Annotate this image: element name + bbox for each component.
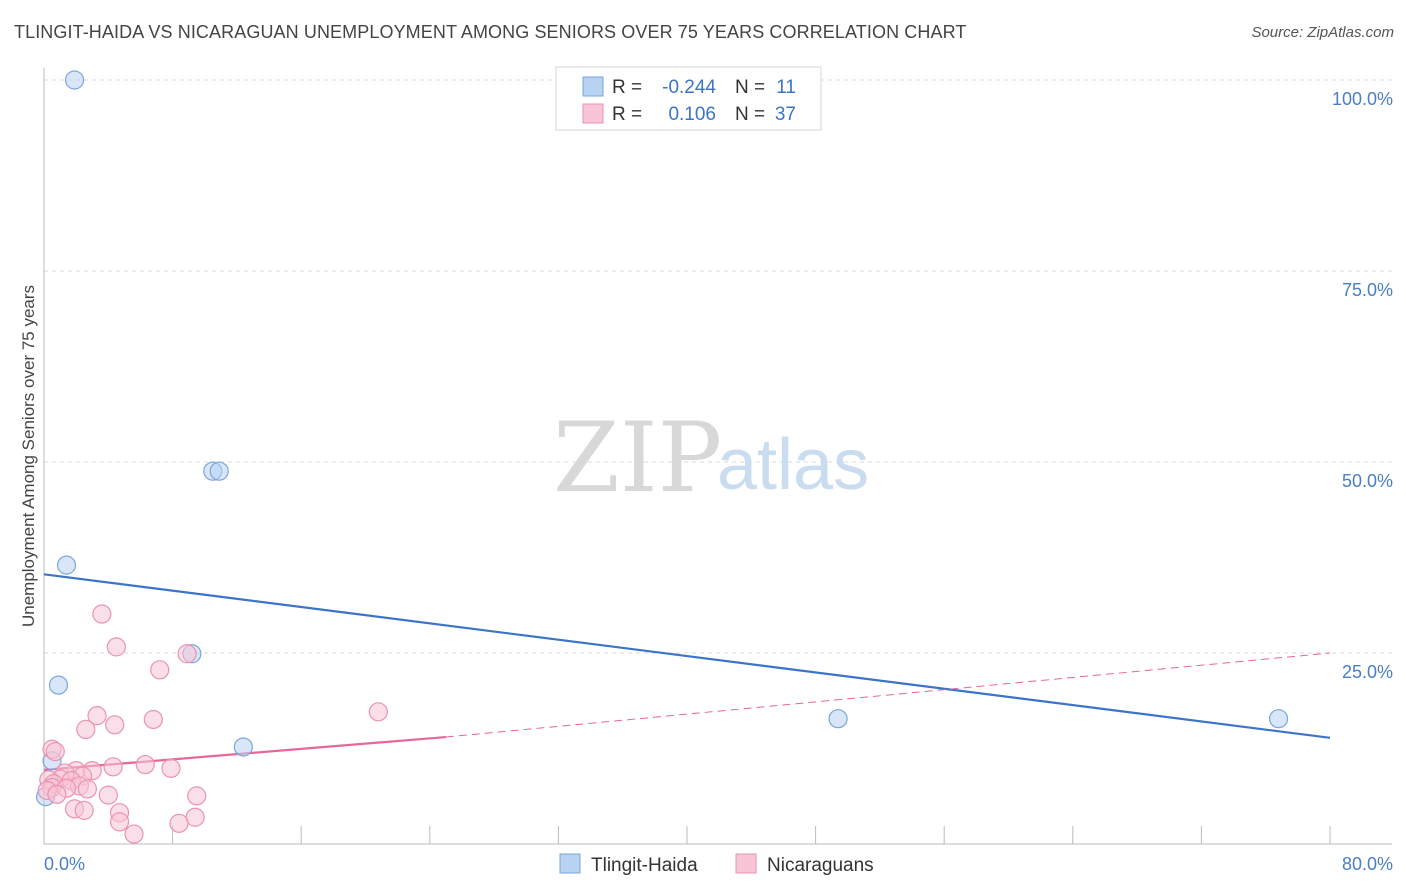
- watermark: ZIP atlas: [553, 402, 869, 514]
- point-pink-34: [109, 812, 130, 832]
- point-pink-11: [135, 754, 155, 775]
- series-legend: Tlingit-Haida Nicaraguans: [559, 853, 874, 876]
- point-pink-31: [74, 800, 94, 820]
- point-pink-1: [106, 637, 126, 657]
- legend-n-value-1: 11: [776, 77, 796, 98]
- x-tick-labels: 0.0% 80.0%: [44, 854, 1393, 874]
- series-legend-swatch-blue: [559, 853, 581, 874]
- grid-layer: [44, 79, 1392, 654]
- legend-n-label-2: N =: [735, 104, 765, 125]
- point-pink-27: [47, 784, 67, 804]
- point-pink-3: [177, 644, 197, 664]
- point-pink-12: [161, 758, 181, 778]
- point-pink-36: [124, 824, 144, 844]
- trendline-blue: [43, 573, 1331, 739]
- watermark-atlas: atlas: [717, 425, 869, 505]
- point-pink-35: [169, 813, 189, 833]
- axis-layer: [43, 68, 1392, 845]
- legend-n-value-2: 37: [775, 104, 796, 125]
- point-pink-5: [87, 706, 107, 726]
- legend-n-label-1: N =: [735, 77, 765, 98]
- y-tick-label-1: 50.0%: [1342, 471, 1393, 491]
- point-blue-4: [48, 675, 69, 695]
- source-label: Source: ZipAtlas.com: [1251, 24, 1394, 41]
- point-pink-4: [368, 702, 388, 722]
- point-blue-10: [1268, 709, 1289, 729]
- watermark-zip: ZIP: [553, 402, 722, 514]
- point-blue-2: [209, 461, 229, 481]
- point-pink-13: [103, 757, 123, 777]
- series-legend-label-tlingit: Tlingit-Haida: [591, 855, 698, 876]
- legend-r-value-2: 0.106: [668, 104, 716, 125]
- legend-swatch-blue: [582, 76, 604, 97]
- point-pink-10: [45, 741, 65, 762]
- point-pink-7: [76, 719, 96, 740]
- legend-swatch-pink: [582, 103, 604, 124]
- points-layer: [36, 70, 1289, 844]
- trendline-pink-dashed: [445, 652, 1331, 738]
- legend-r-label-2: R =: [612, 104, 642, 125]
- y-tick-label-2: 75.0%: [1342, 280, 1393, 300]
- legend-r-label-1: R =: [612, 77, 642, 98]
- point-pink-6: [143, 709, 163, 730]
- point-pink-2: [150, 660, 170, 680]
- series-legend-swatch-pink: [735, 853, 757, 874]
- point-pink-0: [92, 604, 112, 624]
- y-axis-label: Unemployment Among Seniors over 75 years: [19, 285, 38, 627]
- series-legend-label-nicaraguans: Nicaraguans: [767, 855, 874, 876]
- x-tick-label-max: 80.0%: [1342, 854, 1393, 874]
- chart-title: TLINGIT-HAIDA VS NICARAGUAN UNEMPLOYMENT…: [14, 22, 967, 42]
- x-tick-label-min: 0.0%: [44, 854, 85, 874]
- point-blue-0: [64, 70, 85, 90]
- point-pink-8: [105, 715, 125, 735]
- point-blue-6: [233, 737, 253, 757]
- point-blue-9: [828, 709, 848, 729]
- point-blue-3: [56, 555, 77, 575]
- legend-r-value-1: -0.244: [662, 77, 716, 98]
- point-pink-28: [98, 785, 118, 805]
- correlation-legend: R = -0.244 N = 11 R = 0.106 N = 37: [555, 66, 822, 131]
- point-pink-29: [187, 786, 207, 806]
- y-tick-label-3: 100.0%: [1332, 89, 1393, 109]
- point-pink-25: [77, 779, 98, 799]
- point-pink-33: [185, 807, 205, 827]
- y-tick-labels: 25.0% 50.0% 75.0% 100.0%: [1332, 89, 1393, 682]
- y-tick-label-0: 25.0%: [1342, 662, 1393, 682]
